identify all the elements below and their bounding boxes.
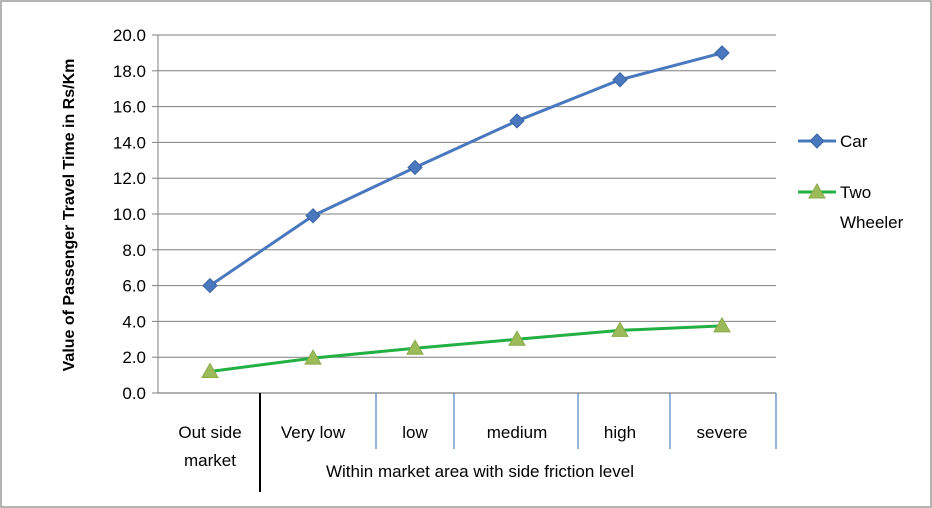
data-point-two-wheeler bbox=[713, 316, 731, 333]
y-tick-label: 12.0 bbox=[113, 169, 146, 188]
series-line-car bbox=[209, 51, 723, 287]
data-point-car bbox=[202, 277, 218, 294]
legend-marker-diamond bbox=[809, 133, 825, 149]
y-tick-label: 20.0 bbox=[113, 26, 146, 45]
x-category-label: severe bbox=[696, 423, 747, 442]
data-point-car bbox=[509, 113, 525, 129]
y-tick-label: 16.0 bbox=[113, 98, 146, 117]
y-tick-label: 14.0 bbox=[113, 133, 146, 152]
legend-label: Car bbox=[840, 132, 868, 151]
y-tick-labels: 0.0 2.0 4.0 6.0 8.0 10.0 12.0 14.0 16.0 18.0 20.0 bbox=[113, 26, 146, 403]
legend-marker-triangle bbox=[808, 182, 826, 199]
data-point-two-wheeler bbox=[304, 349, 322, 365]
data-point-car bbox=[714, 45, 730, 61]
x-category-label: medium bbox=[487, 423, 547, 442]
x-category-label: market bbox=[184, 451, 236, 470]
data-point-two-wheeler bbox=[406, 339, 424, 355]
x-category-label: Out side bbox=[178, 423, 241, 442]
data-point-two-wheeler bbox=[201, 362, 219, 379]
x-group-label: Within market area with side friction le… bbox=[326, 462, 634, 481]
data-point-two-wheeler bbox=[508, 330, 526, 346]
legend: Car Two Wheeler bbox=[798, 132, 904, 232]
series-line-two-wheeler bbox=[209, 324, 723, 374]
data-point-car bbox=[305, 208, 321, 224]
grid-lines bbox=[158, 34, 776, 358]
legend-label: Two bbox=[840, 183, 871, 202]
y-tick-label: 0.0 bbox=[122, 384, 146, 403]
y-tick-label: 4.0 bbox=[122, 312, 146, 331]
legend-label: Wheeler bbox=[840, 213, 904, 232]
data-point-two-wheeler bbox=[611, 321, 629, 337]
series bbox=[201, 45, 731, 379]
x-category-label: low bbox=[402, 423, 428, 442]
y-tick-label: 2.0 bbox=[122, 348, 146, 367]
x-category-labels: Out side market Very low low medium high sever… bbox=[178, 423, 747, 470]
x-category-label: Very low bbox=[281, 423, 346, 442]
y-tick-label: 6.0 bbox=[122, 277, 146, 296]
y-axis-label: Value of Passenger Travel Time in Rs/Km bbox=[61, 59, 78, 372]
data-point-car bbox=[612, 72, 628, 88]
axes bbox=[152, 34, 777, 492]
y-tick-label: 8.0 bbox=[122, 241, 146, 260]
y-tick-label: 18.0 bbox=[113, 62, 146, 81]
x-category-label: high bbox=[604, 423, 636, 442]
y-tick-label: 10.0 bbox=[113, 205, 146, 224]
data-point-car bbox=[407, 159, 423, 176]
